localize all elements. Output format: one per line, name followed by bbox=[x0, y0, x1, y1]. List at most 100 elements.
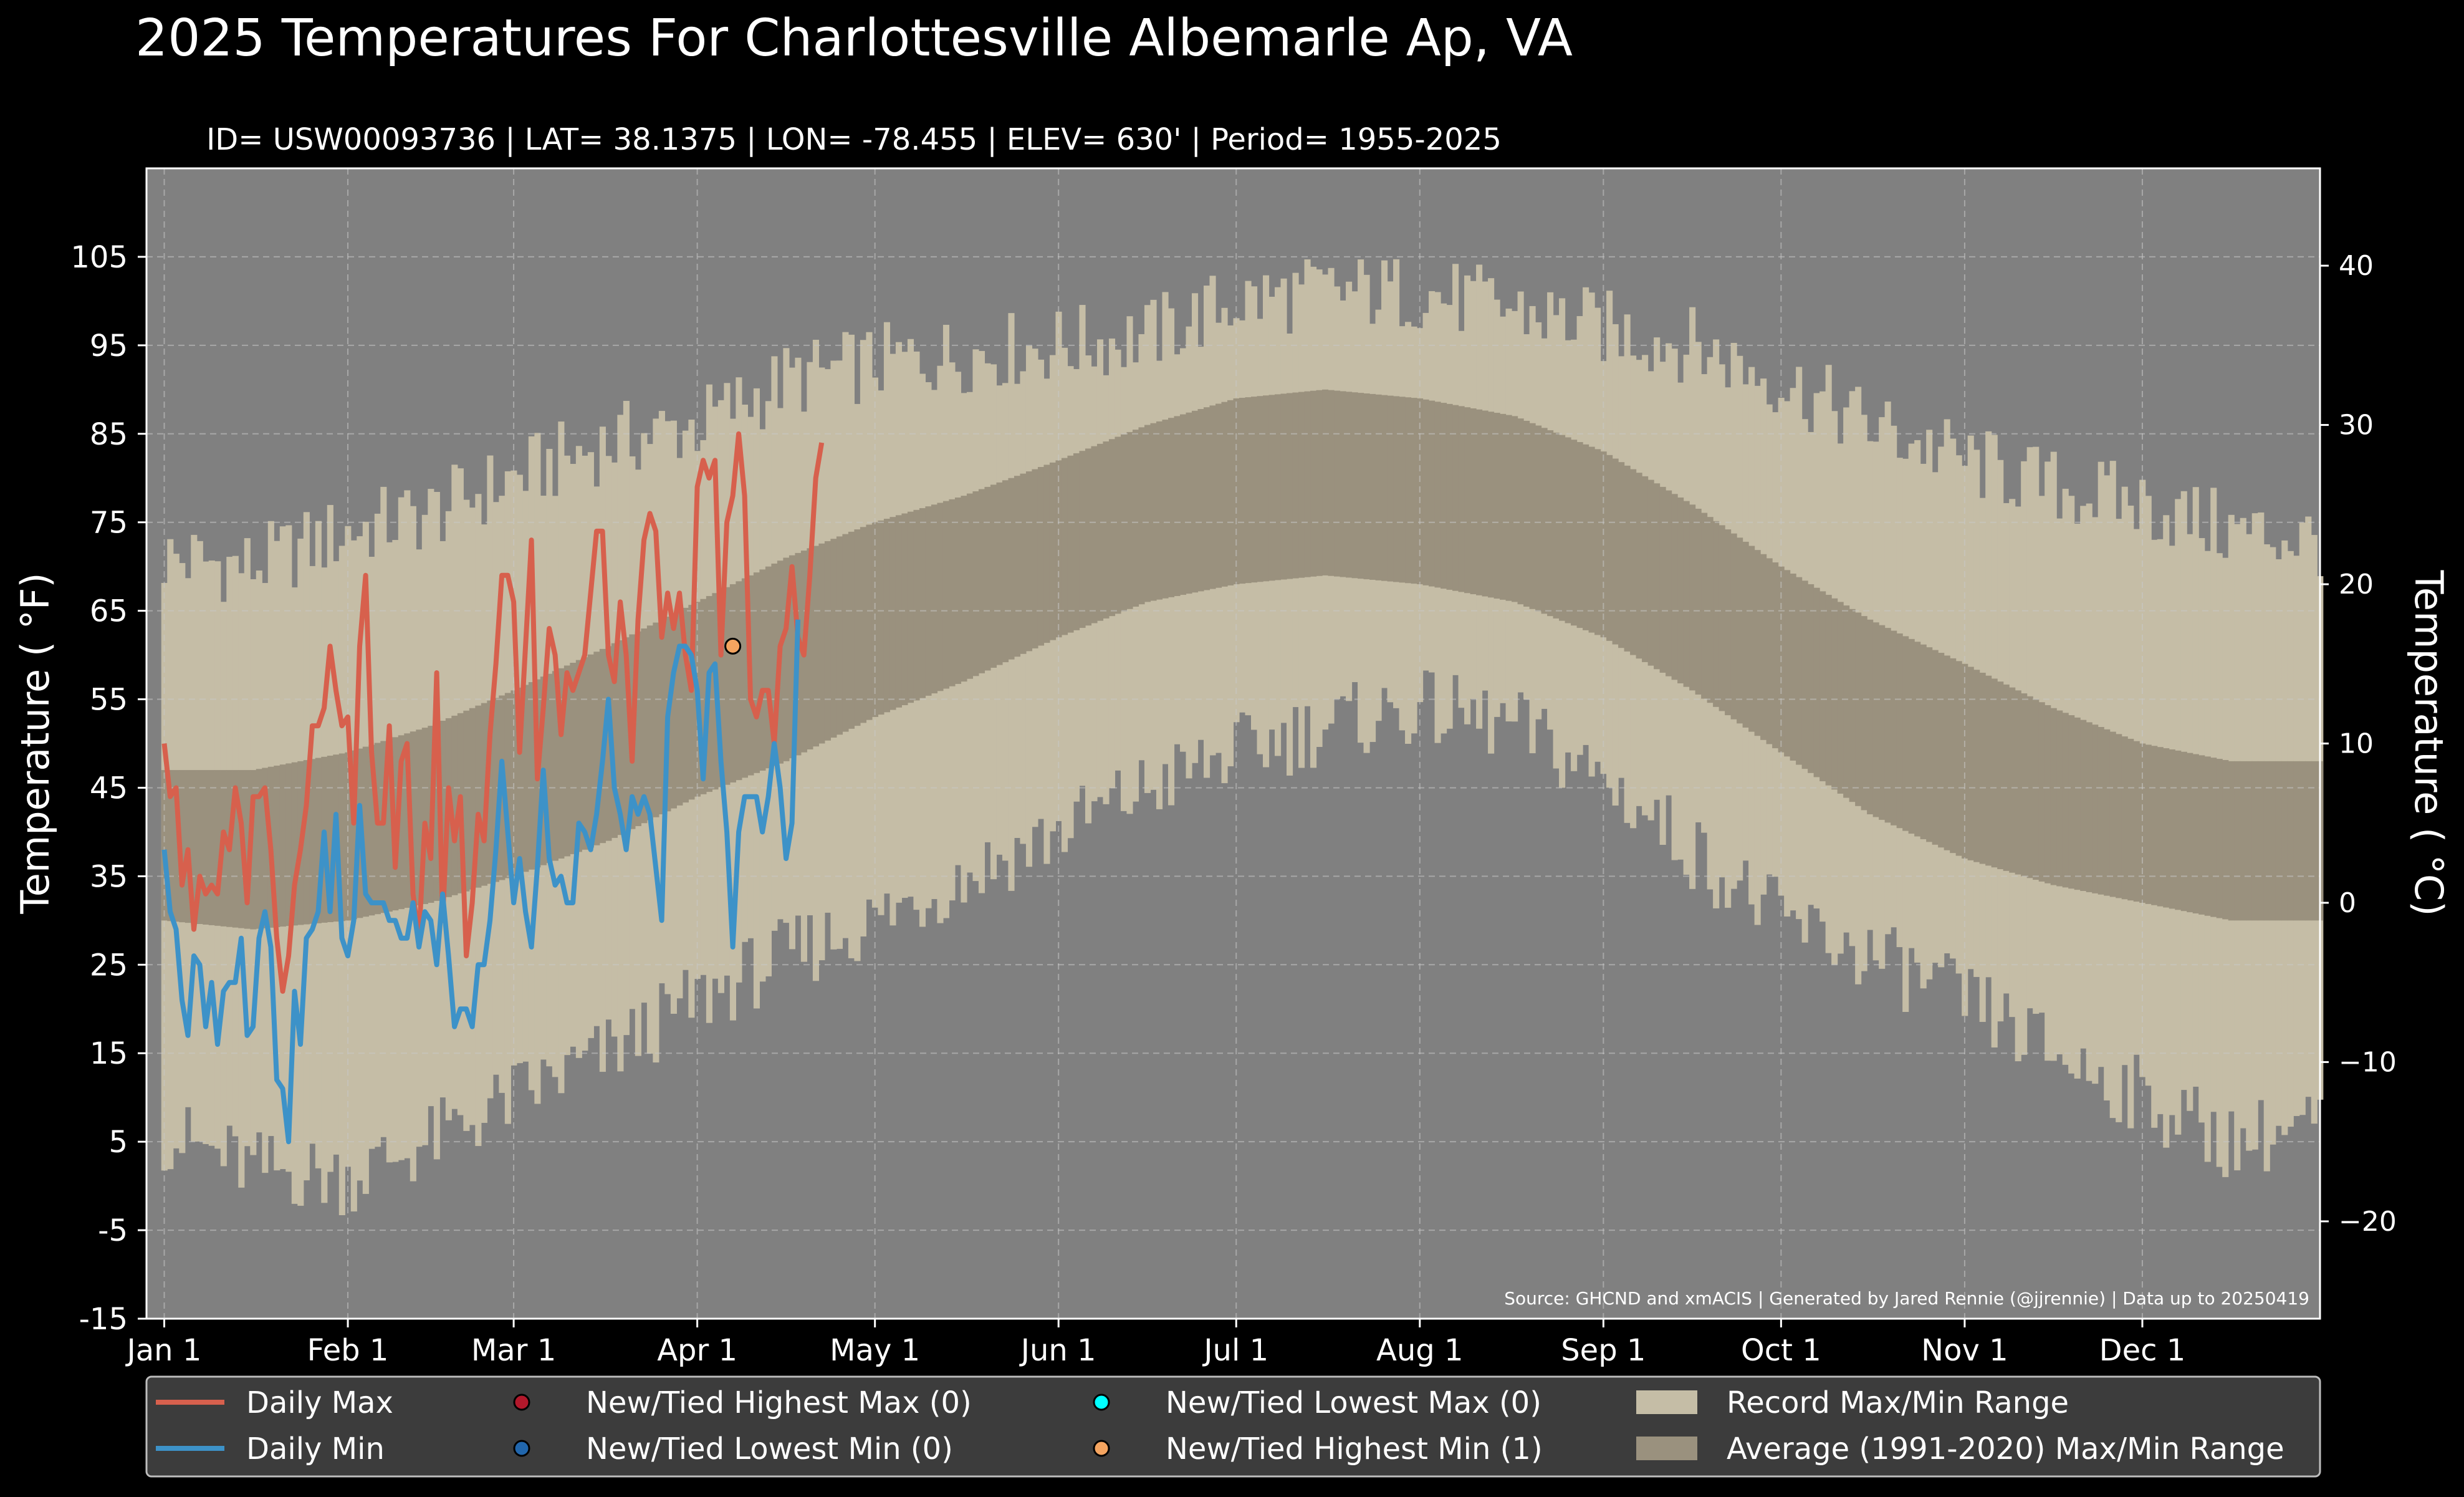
normal-range-bar bbox=[1441, 403, 1447, 589]
normal-range-bar bbox=[2015, 690, 2021, 875]
normal-range-bar bbox=[439, 721, 446, 899]
normal-range-bar bbox=[1340, 391, 1346, 577]
normal-range-bar bbox=[1914, 642, 1921, 837]
normal-range-bar bbox=[1215, 403, 1222, 588]
legend-entry: Average (1991-2020) Max/Min Range bbox=[1636, 1432, 2284, 1466]
normal-range-bar bbox=[2251, 761, 2258, 921]
normal-range-bar bbox=[2062, 713, 2069, 888]
y-tick-label: 65 bbox=[90, 594, 128, 629]
normal-range-bar bbox=[2210, 758, 2217, 917]
legend-marker-swatch bbox=[513, 1440, 530, 1457]
normal-range-bar bbox=[623, 637, 630, 832]
normal-range-bar bbox=[1671, 494, 1678, 680]
normal-range-bar bbox=[1298, 392, 1305, 578]
y-tick-label: 45 bbox=[90, 771, 128, 806]
record-highest-min-marker bbox=[724, 637, 742, 655]
normal-range-bar bbox=[1630, 469, 1637, 655]
x-tick-label: Aug 1 bbox=[1376, 1333, 1464, 1368]
x-axis-months: Jan 1 Feb 1 Mar 1 Apr 1 May 1 Jun 1 Jul 1 Aug 1… bbox=[125, 1319, 2185, 1368]
record-markers bbox=[724, 637, 742, 655]
normal-range-bar bbox=[1754, 550, 1761, 736]
legend-box bbox=[145, 1375, 2321, 1478]
y-axis-label-left: Temperature ( °F) bbox=[12, 572, 58, 914]
normal-range-bar bbox=[1902, 636, 1909, 831]
y2-tick-label: −20 bbox=[2339, 1206, 2397, 1238]
y2-tick-label: 30 bbox=[2339, 410, 2374, 441]
normal-range-bar bbox=[1049, 462, 1057, 640]
normal-range-bar bbox=[2204, 756, 2211, 916]
normal-range-bar bbox=[386, 739, 393, 912]
normal-range-bar bbox=[1790, 574, 1796, 761]
x-tick-label: Jun 1 bbox=[1019, 1333, 1096, 1368]
normal-range-bar bbox=[2240, 761, 2246, 921]
normal-range-bar bbox=[1565, 437, 1571, 623]
normal-range-bar bbox=[1932, 650, 1939, 845]
source-note: Source: GHCND and xmACIS | Generated by … bbox=[1504, 1288, 2309, 1309]
normal-range-bar bbox=[895, 515, 903, 708]
normal-range-bar bbox=[1872, 622, 1879, 817]
normal-range-bar bbox=[653, 622, 659, 817]
normal-range-bar bbox=[1179, 414, 1187, 595]
normal-range-bar bbox=[1908, 638, 1915, 834]
normal-range-bar bbox=[842, 534, 849, 732]
series bbox=[161, 431, 825, 1145]
normal-range-bar bbox=[1950, 658, 1957, 854]
normal-range-bar bbox=[1096, 443, 1104, 621]
x-tick-label: Feb 1 bbox=[307, 1333, 389, 1368]
normal-range-bar bbox=[1588, 446, 1595, 633]
normal-range-bar bbox=[1612, 458, 1619, 645]
y-axis-celsius: 40 30 20 10 0 −10 −20 bbox=[2320, 250, 2397, 1238]
normal-range-bar bbox=[1108, 439, 1116, 617]
normal-range-bar bbox=[860, 527, 867, 723]
y-tick-label: 25 bbox=[90, 948, 128, 983]
normal-range-bar bbox=[451, 715, 458, 895]
y-tick-label: -15 bbox=[79, 1302, 128, 1337]
normal-range-bar bbox=[1186, 412, 1192, 594]
normal-range-bar bbox=[2121, 736, 2128, 900]
normal-range-bar bbox=[2234, 761, 2241, 921]
normal-range-bar bbox=[1150, 423, 1157, 601]
normal-range-bar bbox=[1505, 415, 1512, 601]
normal-range-bar bbox=[736, 581, 742, 781]
chart-title: 2025 Temperatures For Charlottesville Al… bbox=[135, 9, 1573, 68]
normal-range-bar bbox=[173, 770, 180, 922]
normal-range-bar bbox=[1784, 570, 1791, 757]
normal-range-bar bbox=[350, 750, 357, 920]
legend-label: New/Tied Lowest Min (0) bbox=[586, 1432, 953, 1466]
normal-range-bar bbox=[552, 671, 558, 861]
normal-range-bar bbox=[1659, 486, 1666, 673]
normal-range-bar bbox=[1559, 435, 1566, 621]
normal-range-bar bbox=[2086, 722, 2092, 892]
normal-range-bar bbox=[587, 654, 594, 848]
normal-range-bar bbox=[1796, 577, 1803, 765]
normal-range-bar bbox=[990, 484, 997, 668]
normal-range-bar bbox=[1938, 653, 1945, 848]
normal-range-bar bbox=[848, 531, 855, 729]
normal-range-bar bbox=[1126, 431, 1133, 609]
normal-range-bar bbox=[2050, 708, 2057, 885]
normal-range-bar bbox=[1091, 446, 1098, 623]
normal-range-bar bbox=[469, 708, 476, 890]
normal-range-bar bbox=[1103, 441, 1110, 619]
normal-range-bar bbox=[1191, 410, 1199, 593]
normal-range-bar bbox=[368, 744, 375, 916]
normal-range-bar bbox=[1618, 462, 1625, 648]
normal-range-bar bbox=[1085, 448, 1092, 626]
y2-tick-label: 20 bbox=[2339, 569, 2374, 600]
normal-range-bar bbox=[688, 605, 695, 800]
normal-range-bar bbox=[2228, 761, 2235, 921]
normal-range-bar bbox=[492, 698, 499, 882]
normal-range-bar bbox=[1879, 625, 1886, 820]
legend-entry: New/Tied Lowest Max (0) bbox=[1093, 1385, 1541, 1420]
normal-range-bar bbox=[1079, 451, 1086, 628]
normal-range-bar bbox=[1292, 392, 1299, 579]
normal-range-bar bbox=[582, 657, 588, 850]
y-tick-label: 85 bbox=[90, 417, 128, 452]
normal-range-bar bbox=[984, 486, 991, 671]
normal-range-bar bbox=[1358, 393, 1364, 579]
normal-range-bar bbox=[771, 563, 778, 766]
normal-range-bar bbox=[1132, 430, 1139, 607]
normal-range-bar bbox=[516, 687, 523, 874]
normal-range-bar bbox=[2045, 705, 2051, 883]
normal-range-bar bbox=[1594, 449, 1601, 635]
